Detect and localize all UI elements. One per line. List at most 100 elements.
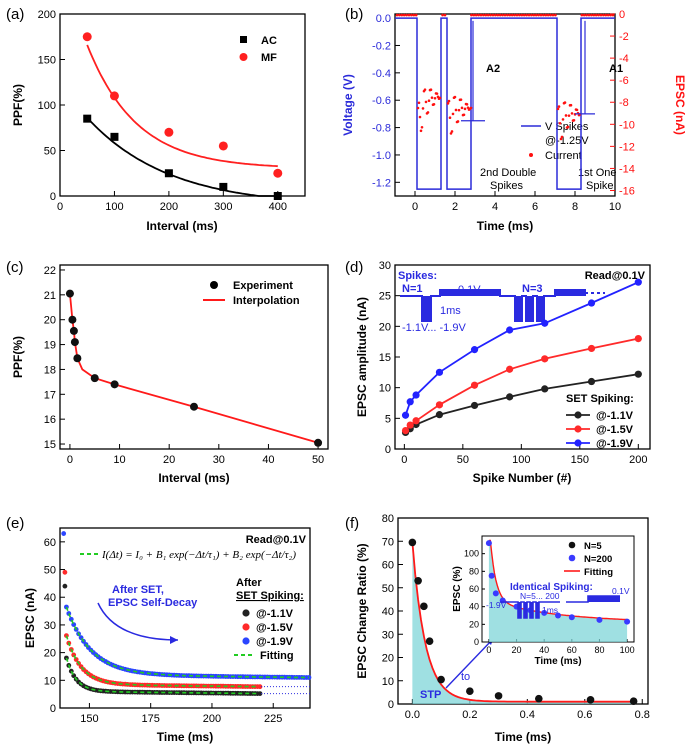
legend-label-2: @-1.9V <box>596 438 634 450</box>
current-point <box>438 96 442 100</box>
panel-b-xtick-label: 2 <box>452 201 458 213</box>
panel-b-label: (b) <box>345 6 363 23</box>
panel-c-ytick-label: 15 <box>44 439 56 451</box>
panel-d-ytick-label: 30 <box>379 260 391 272</box>
experiment-point <box>190 402 198 411</box>
panel-f-label: (f) <box>345 515 359 532</box>
panel-f-ytick-label: 50 <box>382 583 394 595</box>
data-point-ac <box>164 169 173 178</box>
current-point <box>484 13 488 17</box>
current-point <box>410 13 413 17</box>
inset-legend-n5-marker <box>568 541 576 549</box>
current-point <box>560 135 564 139</box>
panel-c-label: (c) <box>6 259 24 276</box>
current-point <box>570 112 574 115</box>
panel-e-read-note: Read@0.1V <box>246 534 307 546</box>
panel-c-ytick-label: 17 <box>44 389 56 401</box>
data-point-n5 <box>414 576 422 585</box>
current-point <box>592 13 596 17</box>
data-point-ac <box>110 132 119 141</box>
current-point <box>546 13 550 17</box>
inset-n3-label: N=3 <box>522 283 543 295</box>
panel-a-xtick-label: 100 <box>105 201 123 213</box>
series-point-0 <box>587 377 596 386</box>
data-point-mf <box>273 168 283 178</box>
data-point-n5 <box>629 697 638 706</box>
inset-legend-label: N=5 <box>584 541 602 552</box>
panel-a-ytick-label: 50 <box>44 146 56 158</box>
initial-point <box>62 583 68 589</box>
current-point <box>597 13 600 17</box>
panel-b-xtick-label: 6 <box>532 201 538 213</box>
panel-d-chart: Spike Number (#) EPSC amplitude (nA) Rea… <box>355 260 651 485</box>
inset-point-n200 <box>624 618 631 625</box>
panel-d-ytick-label: 25 <box>379 291 391 303</box>
experiment-point <box>73 354 82 363</box>
legend-marker-1 <box>574 425 582 433</box>
interpolation-line <box>69 293 319 444</box>
current-point <box>551 13 555 17</box>
panel-b-ytick-label: -0.6 <box>372 95 391 107</box>
current-point <box>558 121 562 125</box>
current-point <box>400 13 404 17</box>
data-point-mf <box>82 32 92 42</box>
legend-label-1: @-1.5V <box>256 622 294 634</box>
legend-marker-1 <box>242 623 250 631</box>
panel-c-ytick-label: 21 <box>44 290 56 302</box>
inset-xtick-label: 20 <box>512 645 522 655</box>
legend-label-0: @-1.1V <box>596 410 634 422</box>
current-point <box>549 13 552 17</box>
current-point <box>567 114 571 117</box>
current-point <box>518 13 521 17</box>
experiment-point <box>90 374 99 383</box>
current-point <box>416 106 420 110</box>
self-decay-arrow <box>97 602 179 641</box>
panel-e-ytick-label: 40 <box>44 592 56 604</box>
series-point-0 <box>506 393 514 401</box>
current-point <box>446 102 450 105</box>
series-point-1 <box>412 417 420 425</box>
current-point <box>513 13 516 17</box>
panel-b-xtick-label: 4 <box>492 201 498 213</box>
panel-c-xtick-label: 10 <box>113 454 125 466</box>
inset-range-label: -1.1V... -1.9V <box>402 322 466 334</box>
inset-ytick-label: 40 <box>469 602 479 612</box>
legend-label-1: @-1.5V <box>596 424 634 436</box>
panel-c-ytick-label: 22 <box>44 265 56 277</box>
legend-vspikes-level: @-1.25V <box>545 135 589 147</box>
current-point <box>566 125 570 129</box>
panel-d-ylabel: EPSC amplitude (nA) <box>355 297 369 417</box>
panel-b-ytick-label: -0.8 <box>372 123 391 135</box>
series-point-2 <box>634 278 642 286</box>
current-point <box>448 116 452 120</box>
legend-marker-2 <box>574 439 582 447</box>
inset-pulse-label: N=5... 200 <box>520 591 560 601</box>
data-point-n5 <box>425 637 434 646</box>
series-point-1 <box>634 335 642 343</box>
current-point <box>449 132 453 135</box>
current-point <box>429 88 433 91</box>
current-point <box>474 13 478 17</box>
panel-b-y2tick-label: -8 <box>619 97 629 109</box>
legend-interpolation-label: Interpolation <box>233 295 300 307</box>
legend-current-label: Current <box>545 150 582 162</box>
legend-experiment-marker <box>210 281 218 289</box>
panel-c-ylabel: PPF(%) <box>11 336 25 378</box>
current-point <box>563 101 567 104</box>
legend-current-marker <box>529 153 533 157</box>
current-point <box>457 108 461 112</box>
legend-marker-0 <box>574 411 582 419</box>
self-decay-note-2: EPSC Self-Decay <box>108 597 198 609</box>
inset-ytick-label: 100 <box>464 549 479 559</box>
legend-ac-label: AC <box>261 35 277 47</box>
panel-f-ytick-label: 10 <box>382 676 394 688</box>
current-point <box>556 107 560 111</box>
current-point <box>572 118 576 122</box>
current-point <box>530 13 533 17</box>
experiment-point <box>314 438 323 447</box>
panel-f-ylabel: EPSC Change Ratio (%) <box>355 543 369 678</box>
current-point <box>454 108 458 112</box>
annotation-a2: A2 <box>486 63 500 75</box>
current-point <box>486 13 490 17</box>
stp-label: STP <box>420 689 441 701</box>
